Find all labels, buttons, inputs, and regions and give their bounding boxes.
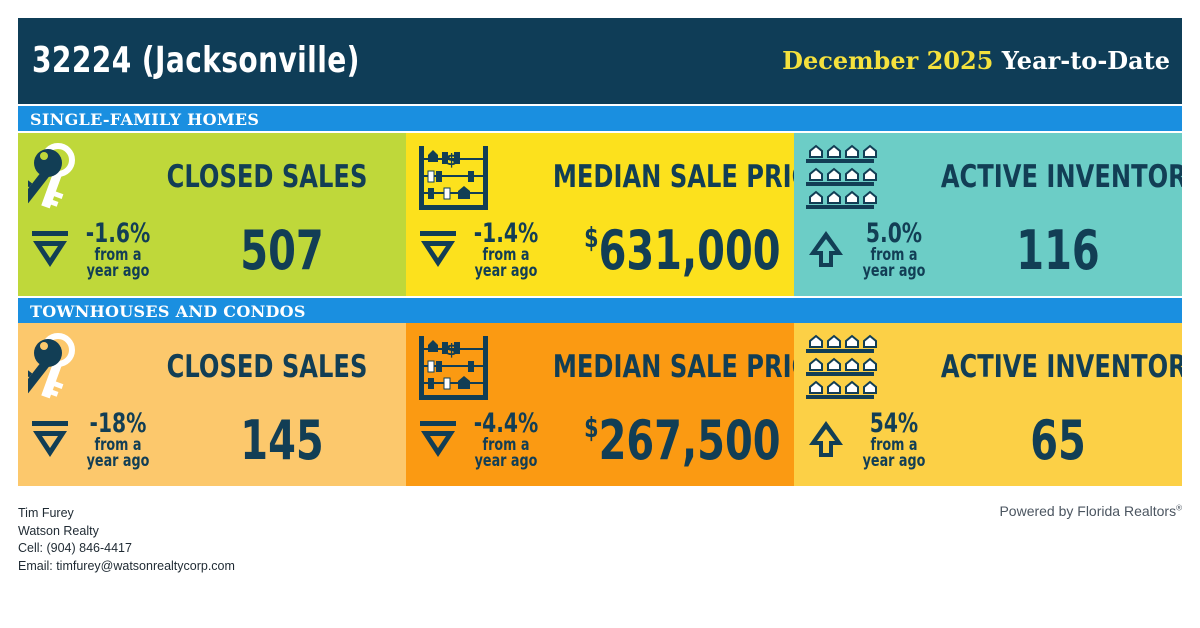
- zip-area-title: 32224 (Jacksonville): [32, 40, 360, 81]
- change-percent: -1.6%: [85, 218, 151, 249]
- change-percent: -4.4%: [473, 408, 539, 439]
- metric-title: ACTIVE INVENTORY: [940, 349, 1182, 385]
- metric-value: 145: [196, 409, 368, 472]
- currency-symbol: $: [584, 411, 599, 444]
- agent-company: Watson Realty: [18, 523, 99, 538]
- tile-tc-median-price: $ MEDIAN SALE PRICE -4.4% from a year ag…: [406, 323, 794, 486]
- metric-value: 507: [196, 219, 368, 282]
- metric-value-number: 631,000: [598, 219, 781, 282]
- tile-tc-active-inventory: ACTIVE INVENTORY 54% from a year ago 65: [794, 323, 1182, 486]
- change-label: from a year ago: [86, 435, 150, 471]
- metric-value-number: 267,500: [598, 409, 781, 472]
- agent-name: Tim Furey: [18, 506, 74, 520]
- change-percent: 5.0%: [865, 218, 923, 249]
- metric-value: 65: [972, 409, 1144, 472]
- houses-icon: [806, 144, 877, 209]
- section-header-townhouses-condos: TOWNHOUSES AND CONDOS: [18, 296, 1182, 323]
- agent-email: Email: timfurey@watsonrealtycorp.com: [18, 558, 235, 573]
- svg-text:$: $: [446, 340, 457, 359]
- period-month: December 2025: [782, 46, 994, 75]
- tile-tc-closed-sales: CLOSED SALES -18% from a year ago 145: [18, 323, 406, 486]
- metric-title: MEDIAN SALE PRICE: [552, 349, 794, 385]
- keys-icon: [28, 333, 75, 399]
- metric-value-number: 65: [1030, 409, 1086, 472]
- header-banner: 32224 (Jacksonville) December 2025 Year-…: [18, 18, 1182, 104]
- change-label: from a year ago: [86, 245, 150, 281]
- change-label: from a year ago: [862, 245, 926, 281]
- metric-title: CLOSED SALES: [166, 349, 368, 385]
- arrow-up-icon: [809, 231, 843, 267]
- change-label: from a year ago: [474, 245, 538, 281]
- metric-value: 116: [972, 219, 1144, 282]
- tile-sf-active-inventory: ACTIVE INVENTORY 5.0% from a year ago 11…: [794, 133, 1182, 296]
- metric-value: $631,000: [584, 219, 780, 282]
- currency-symbol: $: [584, 221, 599, 254]
- powered-by-text: Powered by Florida Realtors: [999, 503, 1177, 519]
- metric-value-number: 145: [240, 409, 324, 472]
- period-suffix: Year-to-Date: [1001, 46, 1170, 75]
- abacus-icon: $: [419, 146, 488, 210]
- metric-title: ACTIVE INVENTORY: [940, 159, 1182, 195]
- report-period: December 2025 Year-to-Date: [782, 46, 1170, 75]
- arrow-down-icon: [32, 421, 68, 457]
- agent-phone: Cell: (904) 846-4417: [18, 541, 132, 555]
- metric-value-number: 116: [1016, 219, 1100, 282]
- powered-by: Powered by Florida Realtors®: [999, 503, 1182, 519]
- arrow-down-icon: [420, 421, 456, 457]
- metric-title: MEDIAN SALE PRICE: [552, 159, 794, 195]
- registered-mark: ®: [1176, 503, 1182, 513]
- change-percent: 54%: [869, 408, 919, 439]
- section-header-single-family: SINGLE-FAMILY HOMES: [18, 104, 1182, 131]
- svg-text:$: $: [446, 150, 457, 169]
- keys-icon: [28, 143, 75, 209]
- section-title: SINGLE-FAMILY HOMES: [30, 110, 260, 129]
- arrow-up-icon: [809, 421, 843, 457]
- metric-value-number: 507: [240, 219, 324, 282]
- metric-title: CLOSED SALES: [166, 159, 368, 195]
- houses-icon: [806, 334, 877, 399]
- metric-value: $267,500: [584, 409, 780, 472]
- tile-sf-closed-sales: CLOSED SALES -1.6% from a year ago 507: [18, 133, 406, 296]
- agent-contact: Tim Furey Watson Realty Cell: (904) 846-…: [18, 505, 235, 575]
- change-label: from a year ago: [474, 435, 538, 471]
- section-title: TOWNHOUSES AND CONDOS: [30, 302, 306, 321]
- arrow-down-icon: [420, 231, 456, 267]
- change-percent: -1.4%: [473, 218, 539, 249]
- change-percent: -18%: [89, 408, 147, 439]
- change-label: from a year ago: [862, 435, 926, 471]
- abacus-icon: $: [419, 336, 488, 400]
- arrow-down-icon: [32, 231, 68, 267]
- tile-sf-median-price: $ MEDIAN SALE PRICE -1.4% from a year ag…: [406, 133, 794, 296]
- market-report-card: 32224 (Jacksonville) December 2025 Year-…: [18, 18, 1182, 486]
